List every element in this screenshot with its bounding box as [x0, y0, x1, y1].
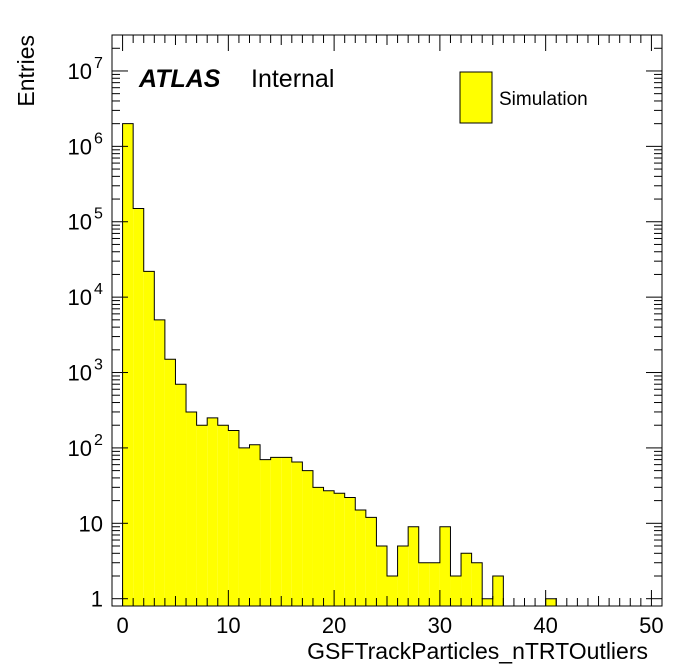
x-tick-label: 40	[533, 613, 557, 638]
y-tick-label: 10	[68, 285, 92, 310]
histogram-bar	[196, 425, 208, 606]
internal-label: Internal	[251, 65, 334, 93]
histogram-bar	[429, 562, 440, 606]
y-tick-exponent: 2	[94, 432, 103, 449]
histogram-bar	[164, 359, 176, 606]
y-tick-label: 10	[68, 210, 92, 235]
histogram-bar	[492, 575, 504, 606]
histogram-bar	[270, 457, 282, 606]
y-tick-exponent: 3	[94, 357, 103, 374]
histogram-bar	[207, 417, 218, 606]
axis-ticks	[112, 34, 662, 606]
histogram-bar	[281, 457, 292, 606]
histogram-bar	[291, 462, 303, 606]
histogram-bar	[323, 490, 335, 606]
histogram-bar	[365, 517, 377, 606]
histogram-bar	[154, 319, 165, 606]
histogram-bar	[344, 497, 356, 606]
histogram-bar	[238, 447, 250, 606]
histogram-bar	[217, 425, 229, 606]
histogram-bar	[418, 562, 430, 606]
y-tick-exponent: 7	[94, 55, 103, 72]
atlas-label: ATLAS	[138, 65, 221, 93]
histogram-bar	[439, 526, 451, 606]
histogram-bar	[175, 384, 187, 606]
histogram-bar	[312, 487, 324, 606]
histogram-bar	[302, 470, 313, 606]
legend-swatch-simulation	[459, 71, 493, 124]
histogram-bar	[249, 444, 261, 606]
y-tick-exponent: 6	[94, 130, 103, 147]
histogram-bar	[397, 545, 409, 606]
histogram-bar	[408, 526, 419, 606]
histogram-bar	[450, 575, 462, 606]
plot-frame	[111, 34, 663, 607]
x-tick-label: 20	[322, 613, 346, 638]
x-tick-label: 50	[639, 613, 663, 638]
histogram-bars	[112, 123, 662, 607]
y-axis-title: Entries	[13, 35, 39, 107]
histogram-bar	[545, 598, 557, 606]
histogram-bar	[387, 575, 398, 606]
y-tick-label: 1	[91, 587, 103, 612]
legend-label-simulation: Simulation	[499, 89, 588, 110]
x-axis-title: GSFTrackParticles_nTRTOutliers	[307, 638, 648, 664]
legend: Simulation	[459, 71, 588, 124]
histogram-bar	[260, 459, 271, 606]
y-tick-label: 10	[68, 436, 92, 461]
x-tick-label: 10	[216, 613, 240, 638]
histogram-bar	[143, 271, 155, 606]
histogram-bar	[186, 411, 197, 606]
y-tick-exponent: 4	[94, 281, 103, 298]
histogram-bar	[228, 430, 239, 606]
y-tick-label: 10	[68, 59, 92, 84]
histogram-bar	[471, 562, 483, 606]
x-tick-labels: 0 10 20 30 40 50	[116, 613, 663, 638]
x-tick-label: 30	[428, 613, 452, 638]
histogram-bar	[376, 545, 387, 606]
y-tick-label: 10	[79, 511, 103, 536]
x-tick-label: 0	[116, 613, 128, 638]
y-tick-label: 10	[68, 134, 92, 159]
y-tick-exponent: 5	[94, 206, 103, 223]
histogram-bar	[482, 598, 493, 606]
y-tick-label: 10	[68, 361, 92, 386]
histogram-bar	[122, 123, 134, 607]
histogram-bar	[133, 208, 144, 606]
histogram-bar	[334, 493, 345, 606]
histogram-bar	[355, 510, 366, 606]
histogram-bar	[461, 553, 472, 606]
